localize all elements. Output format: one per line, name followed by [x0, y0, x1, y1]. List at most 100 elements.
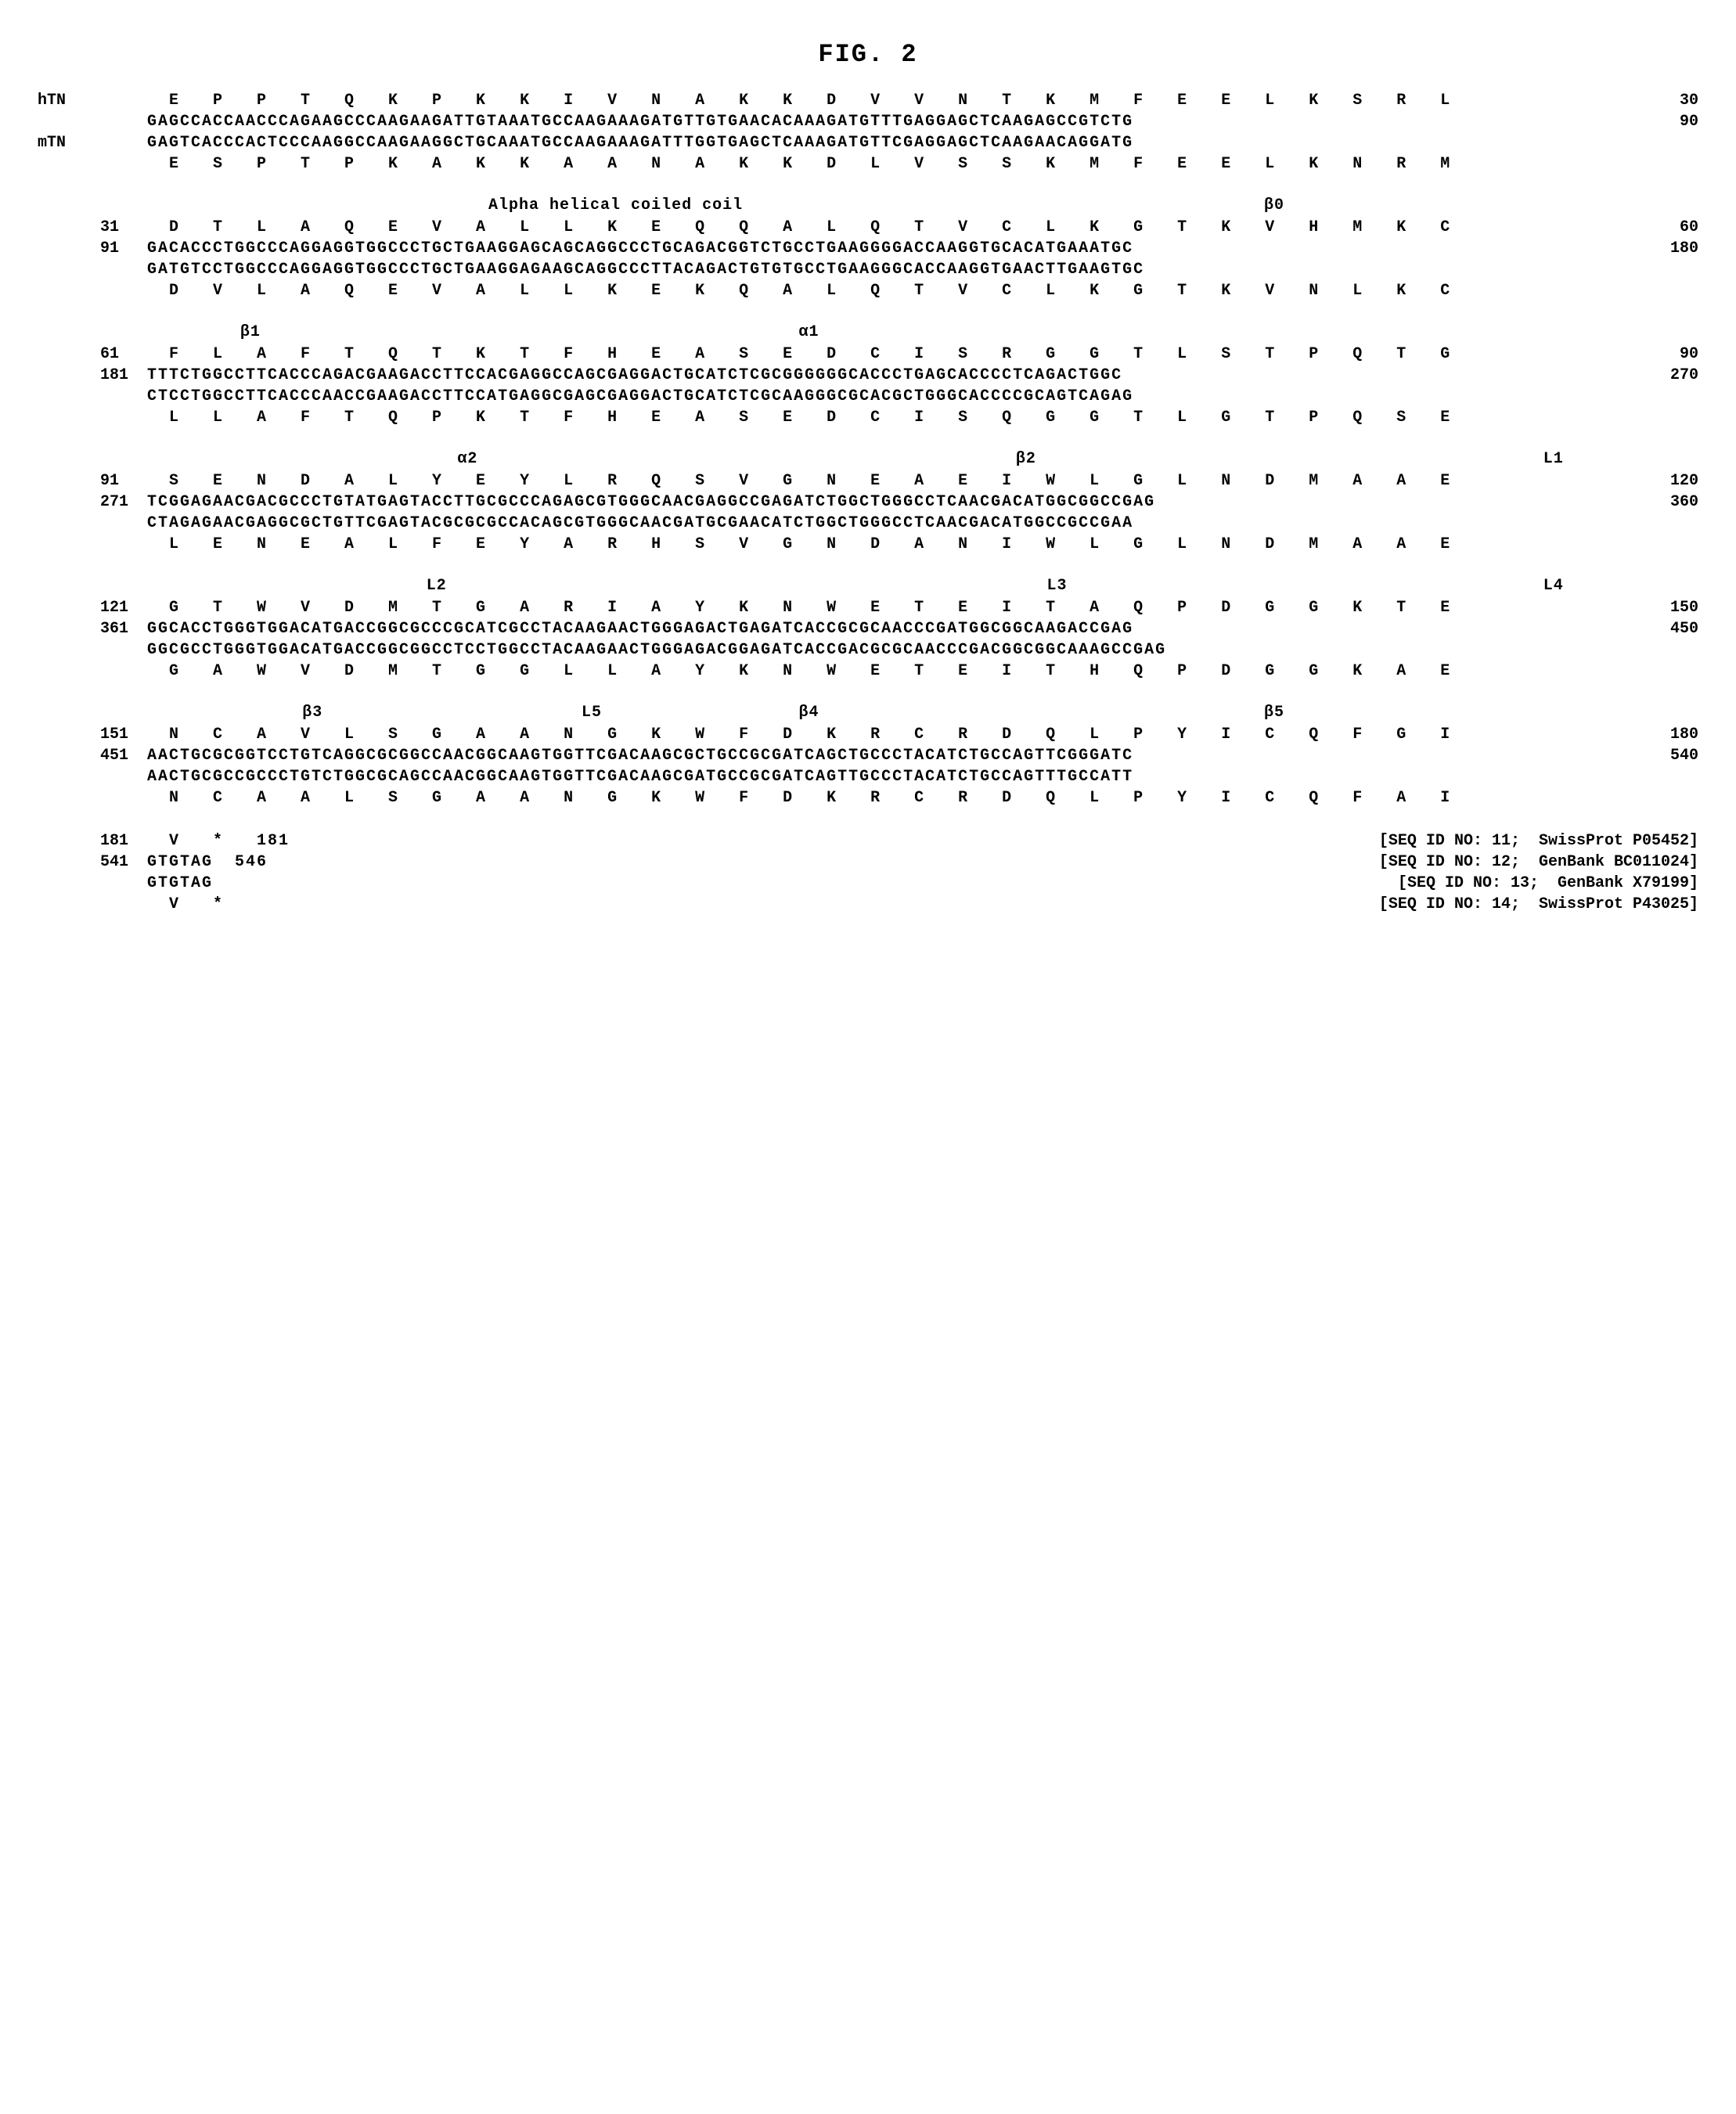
- sequence-text: L E N E A L F E Y A R H S V G N D A N I …: [147, 534, 1647, 555]
- region-annotation: α1: [798, 322, 819, 343]
- sequence-text: AACTGCGCCGCCCTGTCTGGCGCAGCCAACGGCAAGTGGT…: [147, 766, 1647, 787]
- alignment-block: β3L5β4β5151 N C A V L S G A A N G K W F …: [38, 704, 1698, 809]
- end-position: 60: [1651, 217, 1698, 238]
- sequence-text: E P P T Q K P K K I V N A K K D V V N T …: [147, 90, 1647, 111]
- sequence-text: GATGTCCTGGCCCAGGAGGTGGCCCTGCTGAAGGAGAAGC…: [147, 259, 1647, 280]
- region-annotation: β2: [1016, 448, 1036, 470]
- footer-row: 541GTGTAG 546 [SEQ ID NO: 12; GenBank BC0…: [38, 852, 1698, 873]
- sequence-row: L L A F T Q P K T F H E A S E D C I S Q …: [38, 407, 1698, 428]
- sequence-text: GACACCCTGGCCCAGGAGGTGGCCCTGCTGAAGGAGCAGC…: [147, 238, 1647, 259]
- sequence-row: CTAGAGAACGAGGCGCTGTTCGAGTACGCGCGCCACAGCG…: [38, 513, 1698, 534]
- seq-id-note: [SEQ ID NO: 14; SwissProt P43025]: [1379, 894, 1698, 915]
- sequence-row: 451AACTGCGCGGTCCTGTCAGGCGCGGCCAACGGCAAGT…: [38, 745, 1698, 766]
- sequence-row: G A W V D M T G G L L A Y K N W E T E I …: [38, 661, 1698, 682]
- sequence-text: G T W V D M T G A R I A Y K N W E T E I …: [147, 597, 1647, 618]
- species-label: hTN: [38, 90, 100, 111]
- sequence-row: 361GGCACCTGGGTGGACATGACCGGCGCCCGCATCGCCT…: [38, 618, 1698, 639]
- sequence-text: N C A V L S G A A N G K W F D K R C R D …: [147, 724, 1647, 745]
- region-annotation: Alpha helical coiled coil: [488, 195, 743, 216]
- alignment-block: Alpha helical coiled coilβ031 D T L A Q …: [38, 196, 1698, 301]
- figure-title: FIG. 2: [38, 38, 1698, 71]
- annotation-row: L2 L3 L4: [38, 577, 1698, 597]
- seq-id-note: [SEQ ID NO: 12; GenBank BC011024]: [1379, 852, 1698, 873]
- alignment-block: L2 L3 L4121 G T W V D M T G A R I A Y K N …: [38, 577, 1698, 682]
- region-annotation: β0: [1264, 195, 1284, 216]
- sequence-row: 31 D T L A Q E V A L L K E Q Q A L Q T V…: [38, 217, 1698, 238]
- end-position: 360: [1651, 492, 1698, 513]
- sequence-text: AACTGCGCGGTCCTGTCAGGCGCGGCCAACGGCAAGTGGT…: [147, 745, 1647, 766]
- region-annotation: α2: [457, 448, 477, 470]
- start-position: 91: [100, 238, 147, 259]
- sequence-row: mTNGAGTCACCCACTCCCAAGGCCAAGAAGGCTGCAAATG…: [38, 132, 1698, 153]
- start-position: 541: [100, 852, 147, 873]
- sequence-text: D V L A Q E V A L L K E K Q A L Q T V C …: [147, 280, 1647, 301]
- sequence-row: hTN E P P T Q K P K K I V N A K K D V V …: [38, 90, 1698, 111]
- sequence-row: CTCCTGGCCTTCACCCAACCGAAGACCTTCCATGAGGCGA…: [38, 386, 1698, 407]
- sequence-row: 271TCGGAGAACGACGCCCTGTATGAGTACCTTGCGCCCA…: [38, 492, 1698, 513]
- annotation-row: β3 L5 β4 β5: [38, 704, 1698, 724]
- end-position: 540: [1651, 745, 1698, 766]
- start-position: 61: [100, 344, 147, 365]
- start-position: 151: [100, 724, 147, 745]
- region-annotation: β5: [1264, 702, 1284, 723]
- start-position: 361: [100, 618, 147, 639]
- sequence-text: S E N D A L Y E Y L R Q S V G N E A E I …: [147, 470, 1647, 492]
- region-annotation: L1: [1543, 448, 1564, 470]
- end-position: 120: [1651, 470, 1698, 492]
- footer-row: 181 V * 181 [SEQ ID NO: 11; SwissProt P05…: [38, 830, 1698, 852]
- region-annotation: β1: [240, 322, 261, 343]
- region-annotation: L4: [1543, 575, 1564, 596]
- sequence-row: 91GACACCCTGGCCCAGGAGGTGGCCCTGCTGAAGGAGCA…: [38, 238, 1698, 259]
- region-annotation: β3: [302, 702, 322, 723]
- sequence-row: 181TTTCTGGCCTTCACCCAGACGAAGACCTTCCACGAGG…: [38, 365, 1698, 386]
- sequence-row: D V L A Q E V A L L K E K Q A L Q T V C …: [38, 280, 1698, 301]
- sequence-row: 91 S E N D A L Y E Y L R Q S V G N E A E…: [38, 470, 1698, 492]
- sequence-row: L E N E A L F E Y A R H S V G N D A N I …: [38, 534, 1698, 555]
- annotation-row: α2 β2 L1: [38, 450, 1698, 470]
- sequence-text: GGCGCCTGGGTGGACATGACCGGCGGCCTCCTGGCCTACA…: [147, 639, 1647, 661]
- sequence-row: 151 N C A V L S G A A N G K W F D K R C …: [38, 724, 1698, 745]
- sequence-alignment: hTN E P P T Q K P K K I V N A K K D V V …: [38, 90, 1698, 809]
- seq-id-note: [SEQ ID NO: 13; GenBank X79199]: [1398, 873, 1698, 894]
- sequence-row: AACTGCGCCGCCCTGTCTGGCGCAGCCAACGGCAAGTGGT…: [38, 766, 1698, 787]
- sequence-text: G A W V D M T G G L L A Y K N W E T E I …: [147, 661, 1647, 682]
- annotation-row: β1 α1: [38, 323, 1698, 344]
- alignment-block: β1α161 F L A F T Q T K T F H E A S E D C…: [38, 323, 1698, 428]
- sequence-footer: 181 V * 181 [SEQ ID NO: 11; SwissProt P05…: [38, 830, 1698, 915]
- sequence-text: GTGTAG 546: [147, 852, 1348, 873]
- alignment-block: hTN E P P T Q K P K K I V N A K K D V V …: [38, 90, 1698, 175]
- sequence-row: GATGTCCTGGCCCAGGAGGTGGCCCTGCTGAAGGAGAAGC…: [38, 259, 1698, 280]
- sequence-row: 61 F L A F T Q T K T F H E A S E D C I S…: [38, 344, 1698, 365]
- region-annotation: β4: [798, 702, 819, 723]
- start-position: 31: [100, 217, 147, 238]
- sequence-text: V *: [147, 894, 1348, 915]
- footer-row: V * [SEQ ID NO: 14; SwissProt P43025]: [38, 894, 1698, 915]
- start-position: 271: [100, 492, 147, 513]
- sequence-text: TTTCTGGCCTTCACCCAGACGAAGACCTTCCACGAGGCCA…: [147, 365, 1647, 386]
- start-position: 181: [100, 830, 147, 852]
- end-position: 150: [1651, 597, 1698, 618]
- region-annotation: L2: [427, 575, 447, 596]
- region-annotation: L5: [582, 702, 602, 723]
- sequence-text: N C A A L S G A A N G K W F D K R C R D …: [147, 787, 1647, 809]
- sequence-text: E S P T P K A K K A A N A K K D L V S S …: [147, 153, 1647, 175]
- start-position: 181: [100, 365, 147, 386]
- sequence-text: GAGCCACCAACCCAGAAGCCCAAGAAGATTGTAAATGCCA…: [147, 111, 1647, 132]
- sequence-row: 121 G T W V D M T G A R I A Y K N W E T …: [38, 597, 1698, 618]
- sequence-text: GTGTAG: [147, 873, 1367, 894]
- end-position: 90: [1651, 111, 1698, 132]
- seq-id-note: [SEQ ID NO: 11; SwissProt P05452]: [1379, 830, 1698, 852]
- sequence-text: GGCACCTGGGTGGACATGACCGGCGCCCGCATCGCCTACA…: [147, 618, 1647, 639]
- sequence-text: V * 181: [147, 830, 1348, 852]
- sequence-text: CTCCTGGCCTTCACCCAACCGAAGACCTTCCATGAGGCGA…: [147, 386, 1647, 407]
- sequence-row: N C A A L S G A A N G K W F D K R C R D …: [38, 787, 1698, 809]
- start-position: 451: [100, 745, 147, 766]
- sequence-text: L L A F T Q P K T F H E A S E D C I S Q …: [147, 407, 1647, 428]
- sequence-text: D T L A Q E V A L L K E Q Q A L Q T V C …: [147, 217, 1647, 238]
- end-position: 30: [1651, 90, 1698, 111]
- sequence-text: F L A F T Q T K T F H E A S E D C I S R …: [147, 344, 1647, 365]
- footer-row: GTGTAG [SEQ ID NO: 13; GenBank X79199]: [38, 873, 1698, 894]
- sequence-row: GAGCCACCAACCCAGAAGCCCAAGAAGATTGTAAATGCCA…: [38, 111, 1698, 132]
- annotation-row: Alpha helical coiled coil β0: [38, 196, 1698, 217]
- region-annotation: L3: [1047, 575, 1068, 596]
